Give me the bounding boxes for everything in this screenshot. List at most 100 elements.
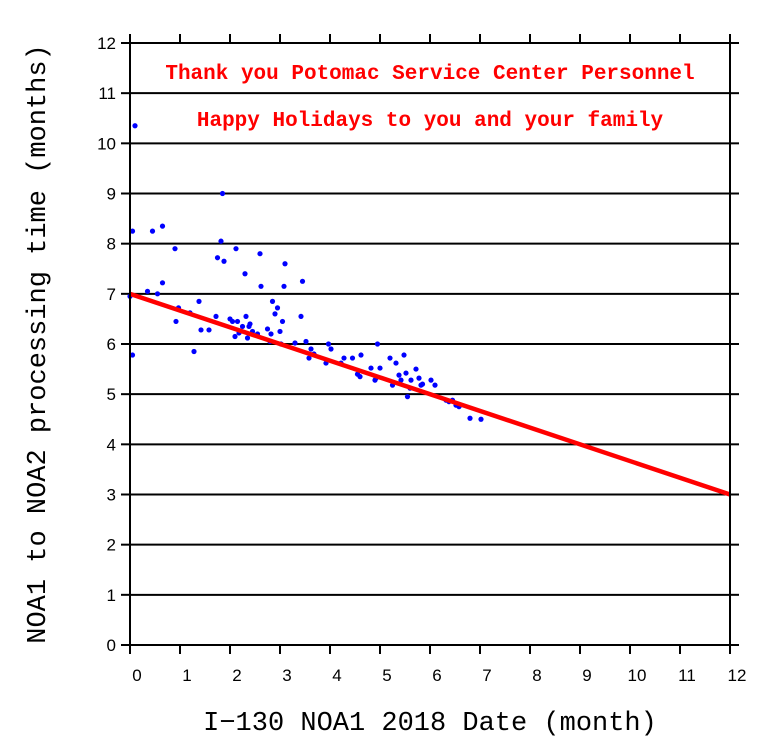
data-point bbox=[419, 381, 426, 387]
data-point bbox=[274, 305, 281, 311]
tick-marks bbox=[121, 34, 739, 654]
data-point bbox=[198, 327, 204, 333]
data-point bbox=[341, 355, 347, 361]
data-point bbox=[218, 238, 224, 244]
data-point bbox=[272, 311, 278, 317]
data-point bbox=[393, 360, 399, 366]
x-tick-label: 4 bbox=[332, 666, 341, 685]
data-point bbox=[328, 346, 334, 352]
data-point bbox=[298, 313, 304, 320]
data-point bbox=[401, 352, 407, 358]
data-point bbox=[243, 313, 249, 320]
y-tick-label: 8 bbox=[107, 235, 116, 254]
data-point bbox=[398, 377, 404, 383]
data-point bbox=[357, 374, 363, 380]
data-point bbox=[368, 365, 374, 371]
data-point bbox=[268, 331, 274, 337]
x-tick-label: 2 bbox=[232, 666, 241, 685]
trend-line bbox=[129, 291, 731, 497]
data-point bbox=[129, 228, 136, 234]
x-tick-label: 6 bbox=[432, 666, 441, 685]
data-point bbox=[247, 321, 253, 327]
x-tick-label: 7 bbox=[482, 666, 491, 685]
data-point bbox=[214, 255, 221, 261]
y-tick-label: 0 bbox=[107, 636, 116, 655]
data-point bbox=[396, 372, 402, 378]
data-point bbox=[229, 318, 236, 325]
data-point bbox=[299, 278, 306, 284]
data-point bbox=[387, 355, 393, 361]
y-tick-label: 6 bbox=[107, 335, 116, 354]
data-point bbox=[467, 415, 473, 421]
annotation-holidays: Happy Holidays to you and your family bbox=[197, 110, 664, 133]
data-point bbox=[196, 298, 202, 304]
y-tick-label: 12 bbox=[97, 34, 116, 53]
data-point bbox=[358, 352, 364, 358]
x-tick-label: 10 bbox=[628, 666, 647, 685]
data-point bbox=[403, 370, 409, 376]
x-tick-label: 1 bbox=[182, 666, 191, 685]
data-point bbox=[308, 346, 314, 352]
data-point bbox=[428, 377, 434, 383]
plot-frame bbox=[129, 42, 731, 646]
data-point bbox=[377, 365, 383, 371]
data-point bbox=[432, 382, 438, 388]
data-point bbox=[264, 326, 271, 332]
data-point bbox=[191, 348, 197, 355]
x-tick-label: 3 bbox=[282, 666, 291, 685]
y-tick-label: 1 bbox=[107, 586, 116, 605]
data-point bbox=[478, 416, 484, 422]
x-tick-label: 12 bbox=[728, 666, 747, 685]
data-point bbox=[132, 123, 138, 129]
data-point bbox=[349, 355, 356, 361]
x-tick-label: 8 bbox=[532, 666, 541, 685]
x-tick-label: 9 bbox=[582, 666, 591, 685]
data-point bbox=[292, 340, 298, 346]
data-point bbox=[281, 283, 287, 289]
data-point bbox=[413, 366, 419, 372]
data-point bbox=[244, 335, 251, 341]
data-point bbox=[233, 246, 239, 252]
data-point bbox=[303, 338, 309, 345]
y-tick-label: 3 bbox=[107, 486, 116, 505]
data-point bbox=[221, 258, 227, 264]
y-tick-label: 2 bbox=[107, 536, 116, 555]
data-point bbox=[242, 271, 248, 277]
y-tick-label: 11 bbox=[98, 84, 116, 103]
data-point bbox=[257, 251, 263, 257]
grid-lines bbox=[130, 42, 730, 646]
y-tick-label: 5 bbox=[107, 385, 116, 404]
data-point bbox=[306, 355, 312, 361]
y-axis-title: NOA1 to NOA2 processing time (months) bbox=[24, 44, 54, 644]
y-tick-label: 7 bbox=[107, 285, 116, 304]
data-point bbox=[279, 318, 286, 325]
data-point bbox=[416, 375, 422, 381]
y-tick-label: 10 bbox=[97, 134, 116, 153]
data-point bbox=[282, 261, 288, 267]
data-point bbox=[232, 333, 238, 340]
data-point bbox=[269, 298, 276, 304]
data-point bbox=[404, 394, 411, 400]
data-point bbox=[213, 313, 219, 320]
data-point bbox=[258, 283, 264, 289]
data-point bbox=[374, 341, 381, 347]
data-point bbox=[408, 377, 414, 383]
data-point bbox=[325, 341, 332, 347]
data-point bbox=[173, 318, 179, 325]
data-point bbox=[219, 190, 226, 197]
x-tick-label: 5 bbox=[382, 666, 391, 685]
data-point bbox=[144, 288, 151, 294]
y-tick-label: 4 bbox=[107, 435, 116, 454]
data-point bbox=[129, 352, 136, 358]
x-axis-title: I−130 NOA1 2018 Date (month) bbox=[203, 709, 657, 739]
data-point bbox=[277, 328, 283, 335]
x-tick-labels: 0 1 2 3 4 5 6 7 8 9 10 11 12 bbox=[132, 666, 746, 685]
data-point bbox=[239, 323, 246, 330]
x-tick-label: 11 bbox=[678, 666, 696, 685]
data-point bbox=[206, 327, 212, 333]
data-point bbox=[159, 223, 166, 229]
x-tick-label: 0 bbox=[132, 666, 141, 685]
data-point bbox=[154, 291, 161, 297]
